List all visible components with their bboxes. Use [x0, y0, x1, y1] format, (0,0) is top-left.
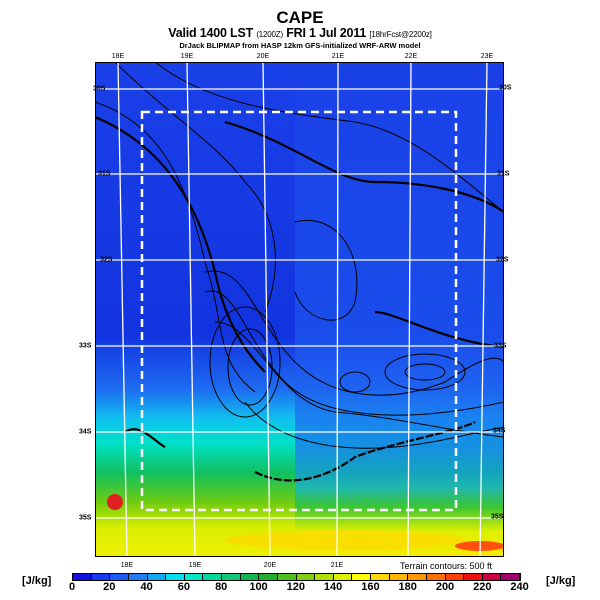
colorbar-label: 180: [398, 581, 417, 593]
lon-label-top: 22E: [404, 53, 418, 60]
colorbar-swatch: [445, 574, 465, 580]
lon-label-bottom: 21E: [330, 562, 344, 569]
valid-label: Valid 1400 LST: [168, 26, 254, 40]
colorbar-label: 20: [103, 581, 116, 593]
cape-high-west: [107, 494, 123, 510]
colorbar-swatch: [352, 574, 371, 580]
colorbar-label: 40: [140, 581, 153, 593]
terrain-contour-note: Terrain contours: 500 ft: [400, 561, 493, 571]
lat-lon-grid: [95, 62, 504, 557]
colorbar-swatch: [147, 574, 167, 580]
colorbar-swatch: [110, 574, 129, 580]
colorbar-swatch: [296, 574, 316, 580]
model-credit: DrJack BLIPMAP from HASP 12km GFS-initia…: [179, 41, 421, 50]
lat-label-right: 30S: [499, 84, 512, 92]
colorbar-swatch: [203, 574, 222, 580]
lon-label-top: 23E: [480, 53, 494, 60]
colorbar-swatch: [408, 574, 427, 580]
forecast-info: [18hrFcst@2200z]: [369, 30, 432, 39]
lat-label-right: 33S: [494, 342, 507, 350]
lon-label-top: 18E: [111, 53, 125, 60]
lon-label-bottom: 19E: [188, 562, 202, 569]
colorbar-label: 200: [435, 581, 455, 593]
colorbar-swatch: [166, 574, 185, 580]
lat-label-right: 35S: [491, 513, 504, 521]
valid-date: FRI 1 Jul 2011: [286, 26, 367, 40]
colorbar-unit-left: [J/kg]: [22, 575, 52, 587]
colorbar-swatch: [222, 574, 241, 580]
colorbar-swatch: [259, 574, 278, 580]
colorbar-swatch: [277, 574, 297, 580]
lat-label-right: 34S: [493, 427, 506, 435]
chart-title: CAPE: [276, 8, 324, 27]
east-shading: [295, 62, 504, 557]
lat-label-right: 32S: [496, 256, 509, 264]
colorbar-swatch: [464, 574, 483, 580]
valid-time: Valid 1400 LST (1200Z) FRI 1 Jul 2011 [1…: [0, 26, 600, 40]
lat-label-left: 30S: [93, 85, 106, 93]
colorbar-label: 80: [215, 581, 228, 593]
colorbar-label: 240: [510, 581, 529, 593]
lat-label-right: 31S: [497, 170, 510, 178]
map-border: [95, 62, 504, 557]
cape-map: [95, 62, 504, 557]
lat-label-left: 33S: [79, 342, 92, 350]
colorbar-label: 120: [286, 581, 305, 593]
colorbar-swatch: [371, 574, 390, 580]
colorbar-label: 160: [361, 581, 380, 593]
colorbar-swatch: [91, 574, 111, 580]
colorbar-swatch: [333, 574, 353, 580]
lon-label-top: 19E: [180, 53, 194, 60]
colorbar-swatch: [128, 574, 148, 580]
colorbar-swatch: [240, 574, 260, 580]
colorbar-swatch: [315, 574, 334, 580]
colorbar-swatch: [73, 574, 92, 580]
colorbar-label: 220: [473, 581, 492, 593]
lat-label-left: 31S: [98, 170, 111, 178]
colorbar-swatch: [482, 574, 502, 580]
lon-label-bottom: 18E: [120, 562, 134, 569]
colorbar-swatch: [426, 574, 446, 580]
lat-label-left: 32S: [100, 256, 113, 264]
lat-label-left: 34S: [79, 428, 92, 436]
colorbar: [72, 573, 521, 581]
colorbar-swatch: [501, 574, 520, 580]
cape-yellow-band: [225, 530, 465, 550]
colorbar-label: 0: [68, 581, 76, 593]
lon-label-top: 21E: [331, 53, 345, 60]
lon-label-top: 20E: [256, 53, 270, 60]
colorbar-swatch: [184, 574, 204, 580]
inner-domain-box: [140, 110, 458, 512]
colorbar-swatch: [389, 574, 409, 580]
valid-utc: (1200Z): [256, 30, 283, 39]
colorbar-label: 100: [249, 581, 268, 593]
colorbar-label: 60: [177, 581, 191, 593]
cape-high-southeast: [455, 541, 504, 551]
lat-label-left: 35S: [79, 514, 92, 522]
colorbar-unit-right: [J/kg]: [546, 575, 576, 587]
colorbar-label: 140: [323, 581, 343, 593]
lon-label-bottom: 20E: [263, 562, 277, 569]
